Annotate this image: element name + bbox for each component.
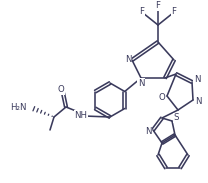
Text: N: N — [125, 55, 131, 64]
Text: O: O — [58, 85, 64, 94]
Text: N: N — [145, 128, 151, 137]
Text: N: N — [194, 76, 200, 85]
Text: NH: NH — [74, 111, 88, 119]
Text: F: F — [156, 1, 161, 10]
Text: F: F — [172, 7, 177, 16]
Text: F: F — [140, 7, 145, 16]
Text: O: O — [159, 92, 165, 102]
Text: N: N — [195, 96, 201, 106]
Text: S: S — [173, 113, 179, 122]
Text: N: N — [138, 79, 144, 87]
Text: H₂N: H₂N — [10, 104, 27, 113]
